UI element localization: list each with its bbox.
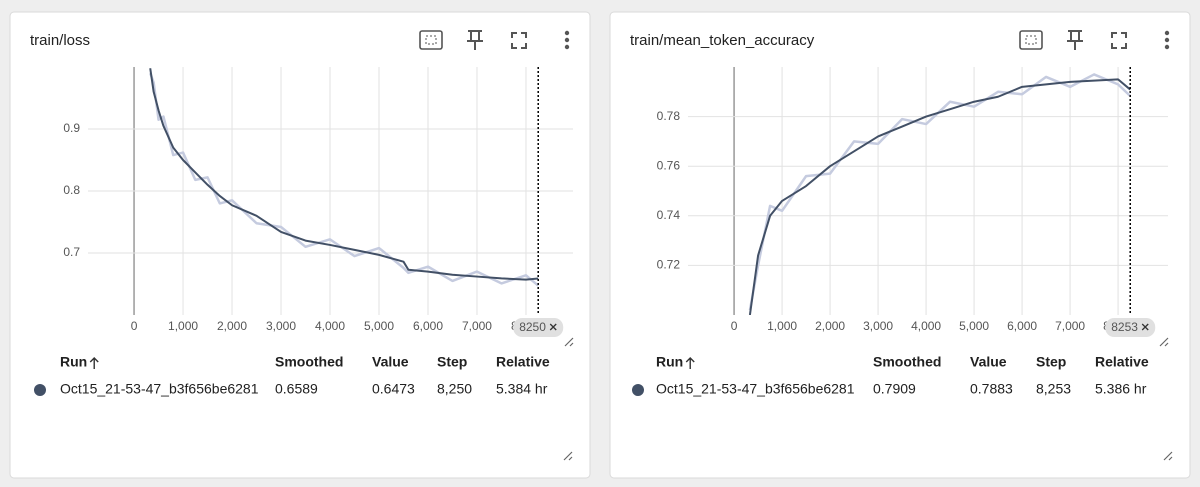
column-header: Smoothed: [275, 354, 343, 370]
y-tick-label: 0.7: [63, 245, 80, 259]
y-tick-label: 0.78: [657, 109, 681, 123]
column-header: Relative: [496, 354, 550, 370]
run-table: Run Smoothed Value Step Relative Oct15_21-53-…: [34, 354, 573, 461]
smoothed-line: [748, 78, 1131, 315]
table-cell: 0.6589: [275, 381, 318, 397]
run-color-dot: [632, 384, 644, 396]
sort-arrow-icon: [89, 357, 99, 369]
series-group: [149, 68, 540, 287]
x-tick-label: 7,000: [462, 319, 492, 333]
run-color-dot: [34, 384, 46, 396]
column-header: Relative: [1095, 354, 1149, 370]
cursor-step-label: 8250: [519, 320, 546, 334]
table-cell: 0.7909: [873, 381, 916, 397]
icon: [1164, 44, 1170, 50]
column-header: Smoothed: [873, 354, 941, 370]
table-cell: 8,250: [437, 381, 472, 397]
column-header[interactable]: Run: [656, 354, 683, 370]
run-table: Run Smoothed Value Step Relative Oct15_21-53-…: [632, 354, 1173, 461]
icon: [1025, 35, 1037, 45]
icon: [1067, 30, 1083, 50]
x-tick-label: 6,000: [1007, 319, 1037, 333]
icon: [564, 37, 570, 43]
fullscreen-button[interactable]: [511, 32, 527, 49]
y-tick-label: 0.8: [63, 183, 80, 197]
pin-button[interactable]: [467, 30, 483, 50]
table-cell: 5.386 hr: [1095, 381, 1147, 397]
x-tick-label: 6,000: [413, 319, 443, 333]
badge-background: [1105, 318, 1156, 337]
y-tick-label: 0.72: [657, 258, 681, 272]
x-tick-label: 4,000: [911, 319, 941, 333]
close-icon: [1141, 323, 1149, 331]
x-tick-label: 1,000: [168, 319, 198, 333]
column-header[interactable]: Run: [60, 354, 87, 370]
icon: [564, 44, 570, 50]
y-tick-label: 0.76: [657, 158, 681, 172]
plot-area: 01,0002,0003,0004,0005,0006,0007,0008,00…: [657, 67, 1169, 347]
icon: [1164, 30, 1170, 36]
plot-frame: [688, 67, 1168, 315]
cursor-step-label: 8253: [1111, 320, 1138, 334]
resize-handle[interactable]: [1163, 451, 1173, 461]
x-tick-label: 0: [131, 319, 138, 333]
resize-handle[interactable]: [564, 337, 574, 347]
more-menu-button[interactable]: [564, 30, 570, 50]
card-title: train/loss: [30, 32, 90, 49]
fit-domain-button[interactable]: [419, 30, 443, 50]
x-tick-label: 7,000: [1055, 319, 1085, 333]
table-cell: 5.384 hr: [496, 381, 548, 397]
fit-domain-button[interactable]: [1019, 30, 1043, 50]
table-cell: 0.6473: [372, 381, 415, 397]
icon: [1019, 30, 1043, 50]
column-header: Value: [970, 354, 1007, 370]
x-tick-label: 5,000: [959, 319, 989, 333]
x-tick-label: 3,000: [266, 319, 296, 333]
more-menu-button[interactable]: [1164, 30, 1170, 50]
x-tick-label: 5,000: [364, 319, 394, 333]
column-header: Step: [1036, 354, 1066, 370]
cursor-badge[interactable]: 8253: [1105, 318, 1156, 337]
resize-handle[interactable]: [563, 451, 573, 461]
y-tick-label: 0.9: [63, 121, 80, 135]
table-cell: Oct15_21-53-47_b3f656be6281: [656, 381, 855, 397]
x-tick-label: 2,000: [815, 319, 845, 333]
table-cell: 0.7883: [970, 381, 1013, 397]
icon: [419, 30, 443, 50]
icon: [467, 30, 483, 50]
x-tick-label: 0: [731, 319, 738, 333]
x-tick-label: 3,000: [863, 319, 893, 333]
icon: [511, 32, 527, 49]
pin-button[interactable]: [1067, 30, 1083, 50]
x-tick-label: 1,000: [767, 319, 797, 333]
smoothed-line: [149, 68, 539, 281]
icon: [425, 35, 437, 45]
x-tick-label: 4,000: [315, 319, 345, 333]
y-tick-label: 0.74: [657, 208, 681, 222]
cursor-badge[interactable]: 8250: [513, 318, 564, 337]
series-group: [748, 73, 1132, 315]
table-cell: 8,253: [1036, 381, 1071, 397]
table-cell: Oct15_21-53-47_b3f656be6281: [60, 381, 259, 397]
icon: [1111, 32, 1127, 49]
resize-handle[interactable]: [1159, 337, 1169, 347]
column-header: Step: [437, 354, 467, 370]
x-tick-label: 2,000: [217, 319, 247, 333]
badge-background: [513, 318, 564, 337]
sort-arrow-icon: [685, 357, 695, 369]
column-header: Value: [372, 354, 409, 370]
plot-area: 01,0002,0003,0004,0005,0006,0007,0008,00…: [63, 67, 574, 347]
card-title: train/mean_token_accuracy: [630, 32, 815, 49]
raw-line: [748, 73, 1132, 311]
icon: [564, 30, 570, 36]
fullscreen-button[interactable]: [1111, 32, 1127, 49]
close-icon: [549, 323, 557, 331]
icon: [1164, 37, 1170, 43]
